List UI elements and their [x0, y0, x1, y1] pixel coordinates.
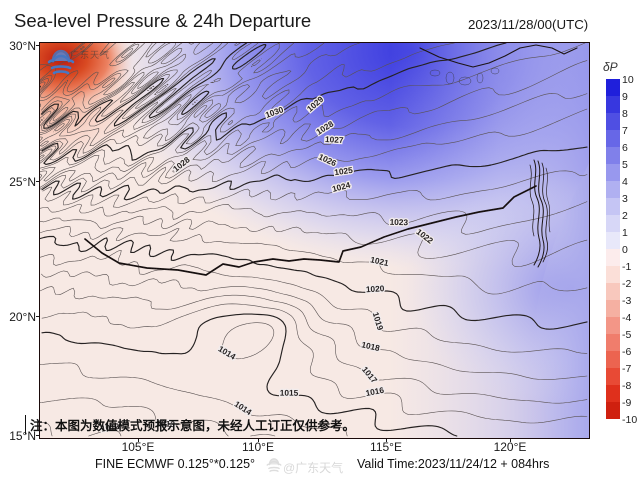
svg-text:1016: 1016: [365, 385, 385, 398]
svg-text:1027: 1027: [325, 134, 344, 145]
svg-text:1024: 1024: [331, 180, 352, 194]
svg-text:1021: 1021: [369, 254, 390, 268]
svg-text:1025: 1025: [334, 165, 354, 178]
svg-text:1022: 1022: [414, 227, 435, 246]
svg-text:1019: 1019: [371, 311, 386, 332]
svg-text:1023: 1023: [390, 217, 409, 228]
svg-text:1020: 1020: [366, 283, 385, 294]
svg-text:1014: 1014: [217, 344, 238, 362]
svg-text:1026: 1026: [317, 151, 338, 168]
svg-text:1018: 1018: [361, 339, 382, 353]
svg-text:1015: 1015: [280, 388, 299, 398]
svg-text:1030: 1030: [264, 104, 285, 120]
svg-text:1029: 1029: [305, 94, 326, 114]
svg-text:1017: 1017: [360, 364, 380, 385]
